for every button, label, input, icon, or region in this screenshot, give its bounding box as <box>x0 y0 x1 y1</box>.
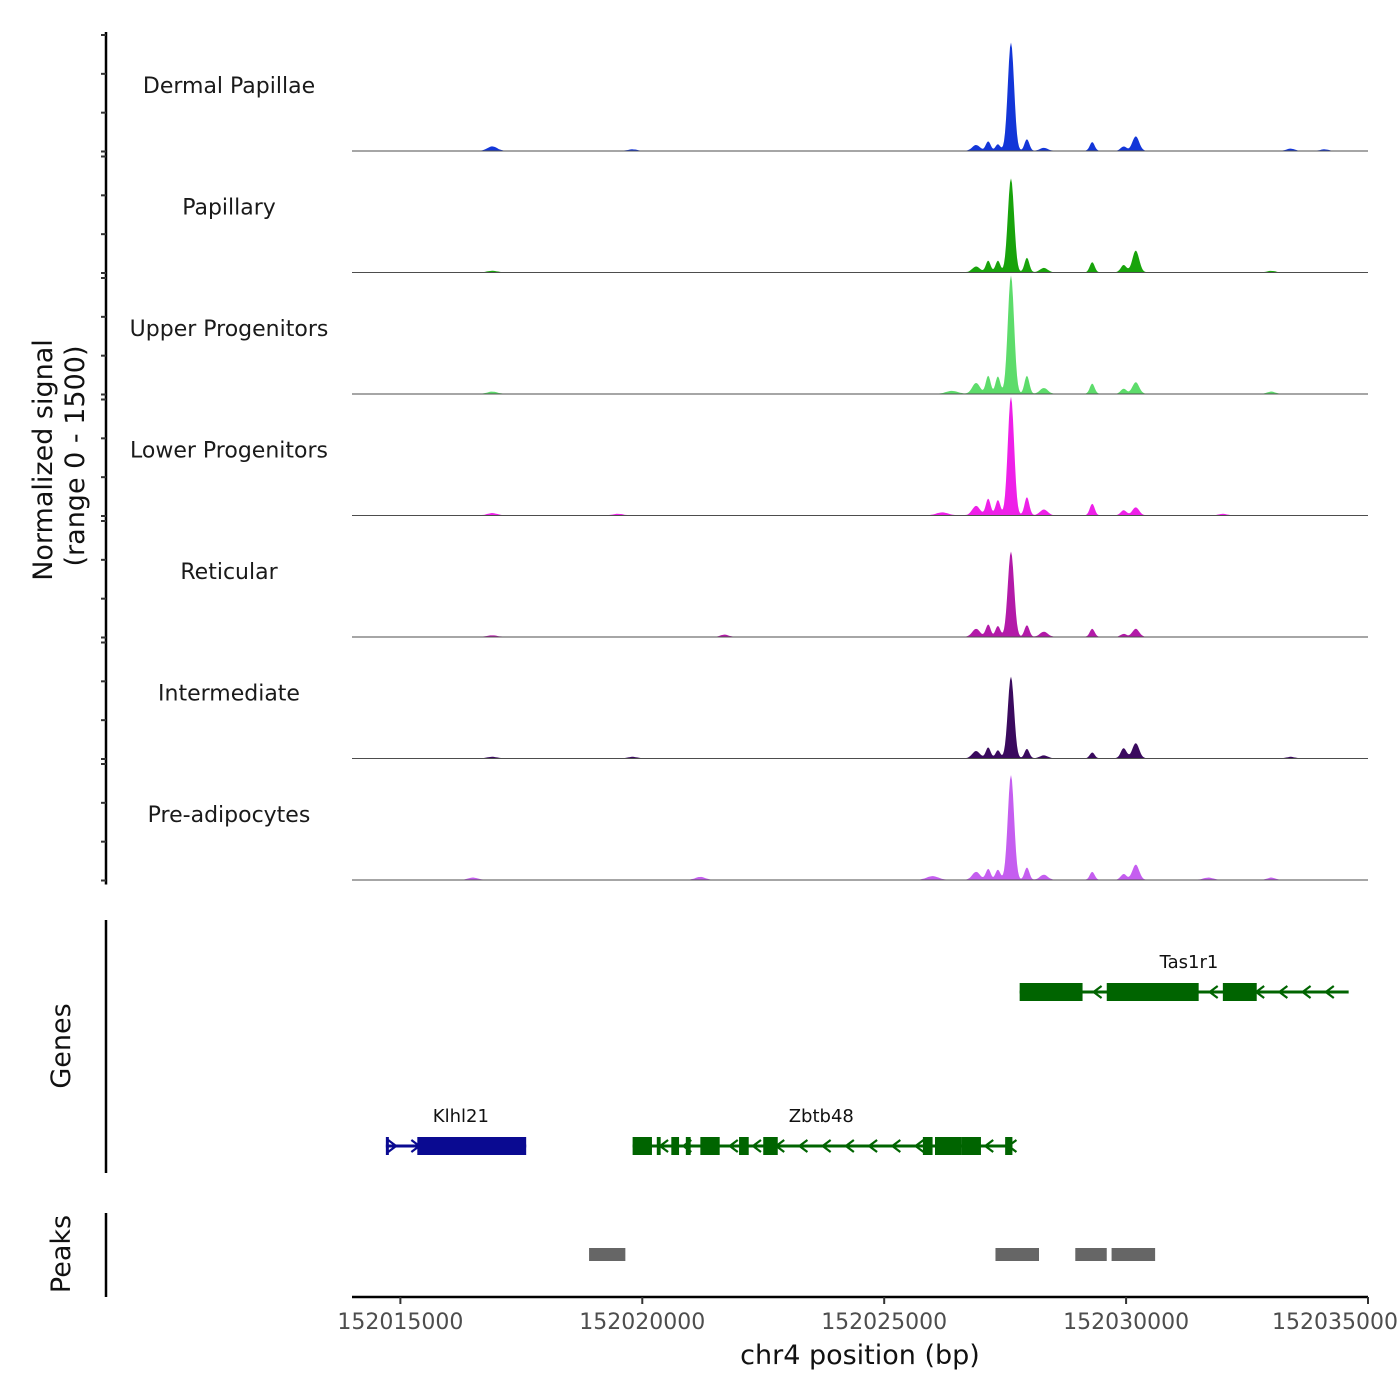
coverage-area <box>352 178 1368 273</box>
coverage-tracks: Dermal Papillae Papillary Upper Progenitor… <box>130 42 1368 881</box>
peak-region <box>1075 1248 1107 1261</box>
track-label: Upper Progenitors <box>130 317 329 342</box>
coverage-area <box>352 42 1368 151</box>
coverage-area <box>352 396 1368 516</box>
x-axis-title: chr4 position (bp) <box>740 1340 980 1371</box>
strand-chevron <box>1207 985 1219 999</box>
strand-chevron <box>727 1139 739 1153</box>
gene-exon <box>700 1137 720 1155</box>
gene-exon <box>934 1137 962 1155</box>
strand-chevron <box>387 1139 398 1153</box>
strand-chevron <box>1091 985 1103 999</box>
gene-exon <box>1106 983 1199 1001</box>
x-tick-label: 152020000 <box>579 1310 705 1335</box>
gene-exon <box>632 1137 652 1155</box>
gene-exon <box>385 1137 389 1155</box>
strand-chevron <box>983 1139 994 1153</box>
coverage-area <box>352 275 1368 394</box>
strand-chevron <box>1323 985 1335 999</box>
gene-exon <box>739 1137 749 1155</box>
strand-chevron <box>797 1139 809 1153</box>
x-tick-label: 152025000 <box>821 1310 947 1335</box>
coverage-area <box>352 551 1368 637</box>
coverage-area <box>352 775 1368 880</box>
gene-label: Zbtb48 <box>789 1106 854 1127</box>
x-tick-label: 152030000 <box>1063 1310 1189 1335</box>
genes-panel-label: Genes <box>46 1003 77 1088</box>
x-tick-label: 152015000 <box>337 1310 463 1335</box>
track-5: Intermediate <box>158 676 1368 759</box>
track-1: Papillary <box>182 178 1368 273</box>
axes: 152015000 152020000 152025000 152030000 1520… <box>101 32 1398 1335</box>
peak-region <box>589 1248 626 1261</box>
peak-track <box>589 1248 1156 1261</box>
gene-exon <box>1019 983 1083 1001</box>
track-label: Reticular <box>180 560 278 585</box>
gene-exon <box>961 1137 981 1155</box>
gene-zbtb48: Zbtb48 <box>632 1106 1018 1155</box>
strand-chevron <box>913 1139 925 1153</box>
x-tick-label: 152035000 <box>1272 1310 1398 1335</box>
gene-exon <box>656 1137 661 1155</box>
strand-chevron <box>890 1139 901 1153</box>
peak-region <box>1111 1248 1156 1261</box>
track-2: Upper Progenitors <box>130 275 1368 395</box>
track-label: Dermal Papillae <box>143 74 315 99</box>
track-4: Reticular <box>180 551 1368 638</box>
gene-exon <box>1005 1137 1013 1155</box>
gene-exon <box>1222 983 1257 1001</box>
y-axis-title-line1: Normalized signal <box>28 339 59 581</box>
gene-label: Klhl21 <box>433 1106 489 1127</box>
strand-chevron <box>751 1139 762 1153</box>
strand-chevron <box>1277 985 1289 999</box>
track-label: Lower Progenitors <box>130 438 328 463</box>
peaks-panel-label: Peaks <box>46 1215 77 1293</box>
gene-label: Tas1r1 <box>1159 952 1219 973</box>
strand-chevron <box>867 1139 878 1153</box>
peak-region <box>995 1248 1040 1261</box>
gene-exon <box>671 1137 680 1155</box>
gene-exon <box>922 1137 933 1155</box>
gene-tas1r1: Tas1r1 <box>1019 952 1349 1001</box>
track-3: Lower Progenitors <box>130 396 1368 516</box>
gene-klhl21: Klhl21 <box>385 1106 527 1155</box>
track-label: Pre-adipocytes <box>148 803 311 828</box>
coverage-area <box>352 676 1368 759</box>
strand-chevron <box>820 1139 832 1153</box>
track-label: Intermediate <box>158 681 300 706</box>
gene-annotation-track: Klhl21 Zbtb48 Tas1r1 <box>385 952 1349 1155</box>
track-6: Pre-adipocytes <box>148 775 1368 881</box>
track-0: Dermal Papillae <box>143 42 1368 152</box>
y-axis-title-line2: (range 0 - 1500) <box>60 346 91 567</box>
track-label: Papillary <box>182 195 276 220</box>
gene-exon <box>417 1137 527 1155</box>
gene-exon <box>685 1137 691 1155</box>
strand-chevron <box>844 1139 855 1153</box>
gene-exon <box>763 1137 778 1155</box>
strand-chevron <box>1300 985 1312 999</box>
